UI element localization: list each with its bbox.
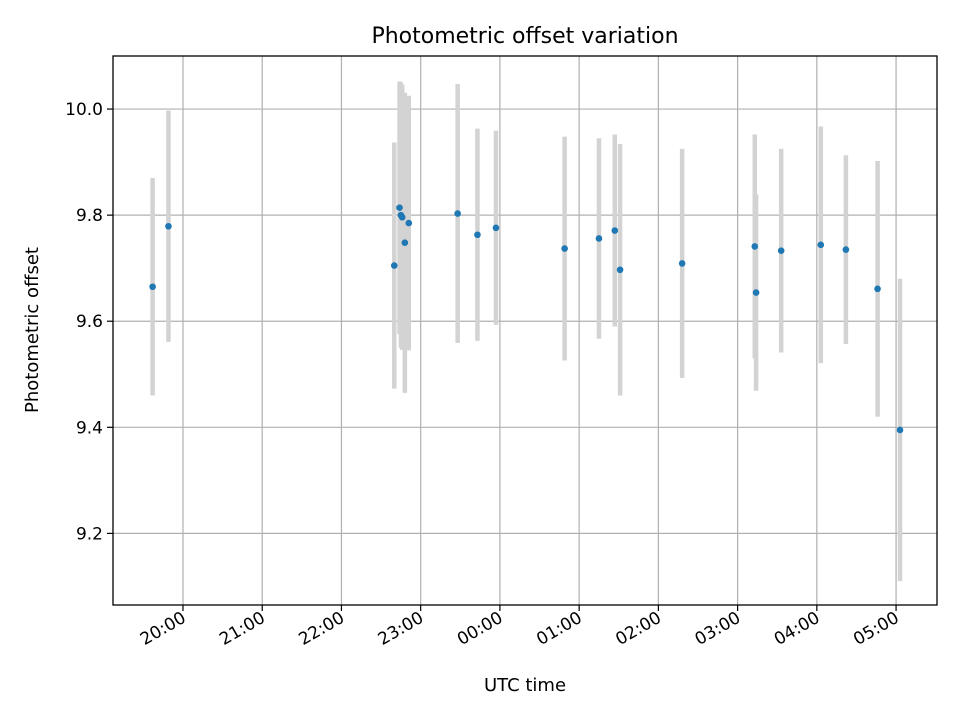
- data-point: [398, 213, 406, 221]
- data-point: [454, 210, 461, 217]
- data-point: [492, 224, 500, 232]
- grid-lines: [113, 56, 937, 605]
- data-point: [777, 247, 785, 254]
- data-point: [396, 204, 403, 212]
- data-point: [842, 246, 850, 253]
- data-point: [165, 222, 172, 230]
- data-point: [405, 219, 413, 227]
- data-point: [817, 241, 825, 249]
- x-axis-label: UTC time: [484, 675, 566, 696]
- data-point: [751, 243, 759, 250]
- data-points: [149, 204, 904, 434]
- data-point: [616, 266, 624, 274]
- data-point: [149, 283, 156, 291]
- data-point: [874, 285, 881, 293]
- y-tick-label: 9.4: [76, 418, 103, 438]
- chart-title: Photometric offset variation: [371, 24, 678, 49]
- plot-area-frame: [112, 55, 938, 606]
- data-point: [390, 262, 398, 269]
- data-point: [401, 239, 409, 247]
- data-point: [611, 227, 619, 234]
- y-tick-label: 10.0: [65, 100, 103, 120]
- y-tick-label: 9.2: [76, 524, 103, 544]
- data-point: [561, 245, 568, 252]
- data-point: [752, 289, 760, 296]
- data-point: [474, 231, 481, 239]
- data-point: [896, 426, 904, 434]
- data-point: [678, 260, 686, 267]
- y-tick-label: 9.8: [76, 206, 103, 226]
- data-point: [595, 235, 603, 242]
- y-axis-label: Photometric offset: [22, 247, 43, 413]
- y-tick-label: 9.6: [76, 312, 103, 332]
